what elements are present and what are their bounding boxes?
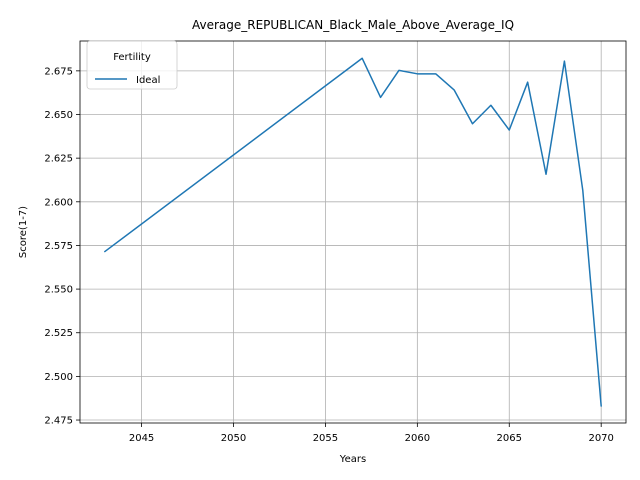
y-tick-label: 2.500 xyxy=(44,372,73,383)
x-tick-label: 2045 xyxy=(129,433,154,444)
y-tick-label: 2.675 xyxy=(44,66,73,77)
legend: Fertility Ideal xyxy=(86,40,178,90)
chart-title: Average_REPUBLICAN_Black_Male_Above_Aver… xyxy=(192,18,514,32)
y-tick-label: 2.600 xyxy=(44,197,73,208)
legend-title: Fertility xyxy=(113,52,151,63)
y-tick-label: 2.550 xyxy=(44,285,73,296)
x-tick-label: 2055 xyxy=(313,433,338,444)
y-tick-label: 2.575 xyxy=(44,241,73,252)
series-lines xyxy=(104,57,602,407)
x-tick-label: 2050 xyxy=(221,433,246,444)
legend-label-ideal: Ideal xyxy=(136,75,160,86)
legend-box xyxy=(86,40,178,90)
y-tick-label: 2.525 xyxy=(44,328,73,339)
series-line-ideal xyxy=(104,57,602,407)
y-tick-label: 2.625 xyxy=(44,154,73,165)
ticks: 2045 2050 2055 2060 2065 2070 2.475 2.500 2.525 2… xyxy=(44,66,614,444)
plot-frame xyxy=(79,40,627,424)
y-tick-label: 2.475 xyxy=(44,416,73,427)
y-tick-label: 2.650 xyxy=(44,110,73,121)
x-tick-label: 2065 xyxy=(497,433,522,444)
x-tick-label: 2070 xyxy=(588,433,613,444)
x-tick-label: 2060 xyxy=(405,433,430,444)
grid xyxy=(80,41,626,423)
y-axis-label: Score(1-7) xyxy=(18,206,29,258)
x-axis-label: Years xyxy=(339,454,366,465)
